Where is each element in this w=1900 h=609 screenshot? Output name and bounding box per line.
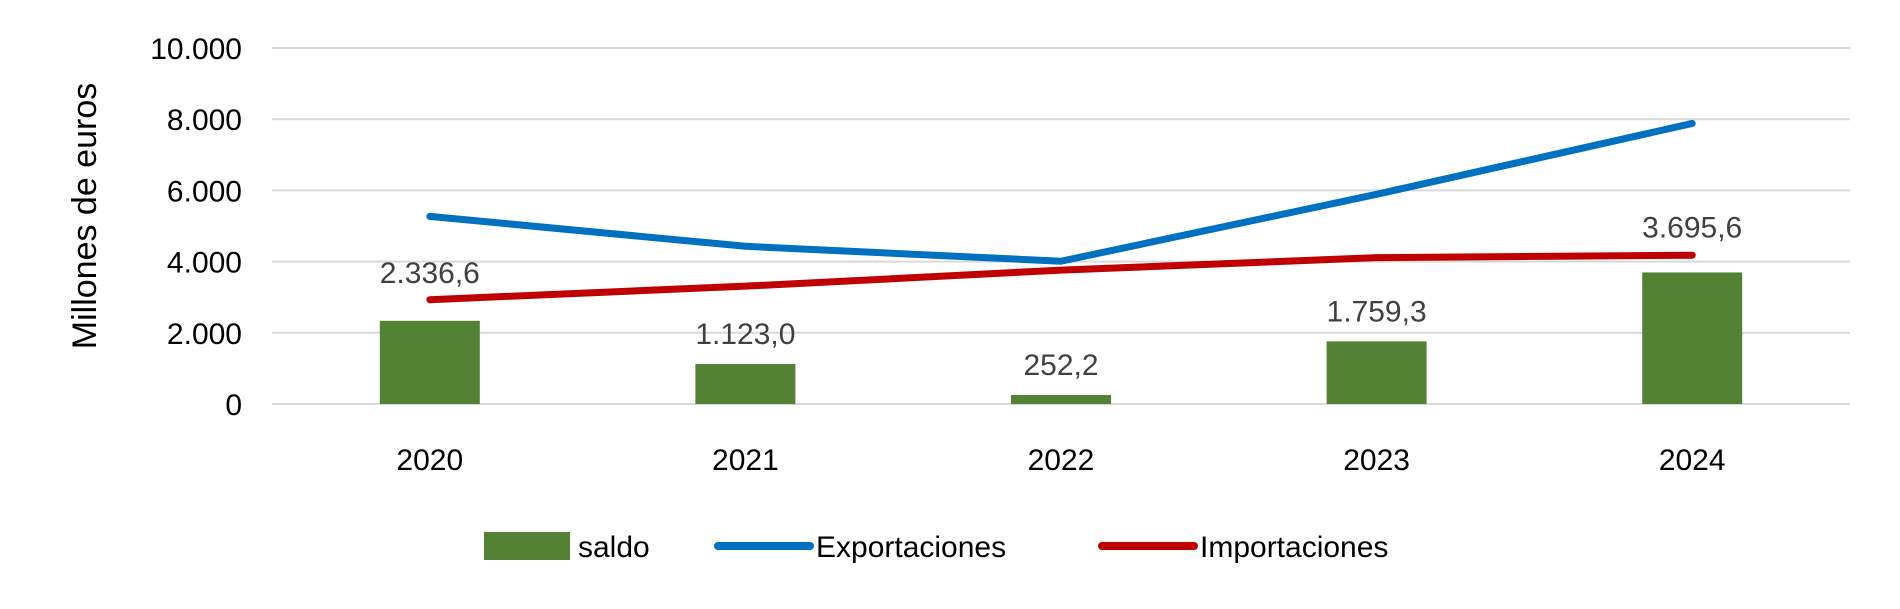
x-tick-label: 2024 <box>1659 444 1726 477</box>
y-tick-label: 0 <box>225 389 242 422</box>
bar-2023 <box>1326 341 1427 404</box>
x-tick-label: 2022 <box>1028 444 1095 477</box>
legend: saldo Exportaciones Importaciones <box>484 531 1388 564</box>
y-tick-label: 6.000 <box>167 175 242 208</box>
data-label: 1.759,3 <box>1327 295 1427 328</box>
x-tick-label: 2021 <box>712 444 779 477</box>
data-labels: 2.336,6 1.123,0 252,2 1.759,3 3.695,6 <box>380 211 1742 382</box>
data-label: 1.123,0 <box>695 318 795 351</box>
legend-label-exportaciones: Exportaciones <box>816 531 1006 564</box>
bar-2022 <box>1011 395 1111 404</box>
saldo-bars <box>379 272 1743 404</box>
legend-swatch-saldo <box>484 532 570 560</box>
bar-2021 <box>695 364 796 404</box>
bar-2020 <box>379 320 480 404</box>
line-exportaciones <box>426 119 1696 265</box>
y-axis-ticks: 0 2.000 4.000 6.000 8.000 10.000 <box>150 33 242 422</box>
x-axis-ticks: 2020 2021 2022 2023 2024 <box>396 444 1725 477</box>
legend-label-importaciones: Importaciones <box>1200 531 1388 564</box>
bar-2024 <box>1642 272 1743 404</box>
y-tick-label: 10.000 <box>150 33 242 66</box>
y-axis-label: Millones de euros <box>66 83 104 349</box>
data-label: 2.336,6 <box>380 257 480 290</box>
data-label: 252,2 <box>1023 349 1098 382</box>
y-tick-label: 2.000 <box>167 318 242 351</box>
legend-label-saldo: saldo <box>578 531 650 564</box>
x-tick-label: 2020 <box>396 444 463 477</box>
line-importaciones <box>426 251 1696 304</box>
line-series <box>426 119 1696 304</box>
y-tick-label: 4.000 <box>167 247 242 280</box>
y-tick-label: 8.000 <box>167 104 242 137</box>
x-tick-label: 2023 <box>1343 444 1410 477</box>
data-label: 3.695,6 <box>1642 211 1742 244</box>
